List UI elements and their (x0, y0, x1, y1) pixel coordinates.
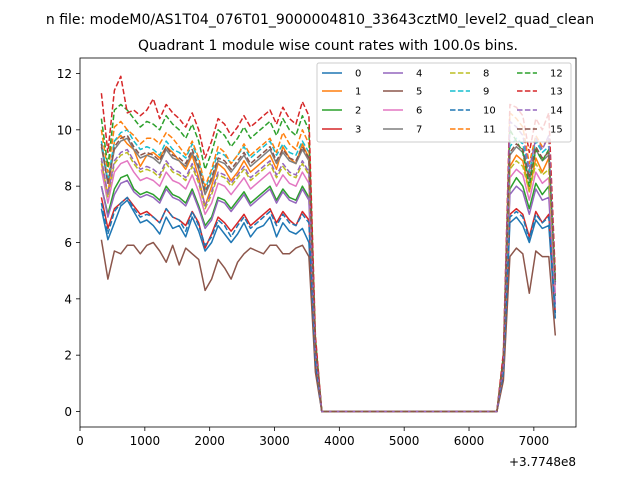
y-tick-label-0: 0 (64, 405, 72, 419)
y-tick-label-3: 6 (64, 236, 72, 250)
legend-label-15: 15 (550, 125, 563, 136)
legend-label-1: 1 (355, 87, 361, 98)
y-tick-label-5: 10 (57, 123, 72, 137)
legend-label-7: 7 (416, 125, 422, 136)
y-tick-label-2: 4 (64, 292, 72, 306)
legend-label-12: 12 (550, 69, 563, 80)
legend-label-14: 14 (550, 106, 563, 117)
x-tick-label-2: 2000 (194, 434, 225, 448)
legend-label-6: 6 (416, 106, 422, 117)
y-tick-label-4: 8 (64, 180, 72, 194)
legend-label-0: 0 (355, 69, 361, 80)
legend-box (316, 62, 572, 143)
y-axis: 0 2 4 6 8 10 12 (57, 67, 80, 419)
series-line-8 (100, 151, 557, 413)
legend-label-2: 2 (355, 106, 361, 117)
x-offset-label: +3.7748e8 (509, 455, 576, 469)
figure-title: n file: modeM0/AS1T04_076T01_9000004810_… (46, 12, 594, 28)
x-axis: 0 1000 2000 3000 4000 5000 6000 7000 (76, 427, 549, 448)
legend-label-8: 8 (483, 69, 489, 80)
legend-label-5: 5 (416, 87, 422, 98)
legend-label-4: 4 (416, 69, 422, 80)
x-tick-label-0: 0 (76, 434, 84, 448)
y-tick-label-1: 2 (64, 349, 72, 363)
x-tick-label-6: 6000 (454, 434, 485, 448)
legend-label-10: 10 (483, 106, 496, 117)
x-tick-label-3: 3000 (259, 434, 290, 448)
series-layer (100, 75, 557, 413)
x-tick-label-5: 5000 (389, 434, 420, 448)
legend-label-3: 3 (355, 125, 361, 136)
legend-label-13: 13 (550, 87, 563, 98)
legend-label-9: 9 (483, 87, 489, 98)
x-tick-label-1: 1000 (130, 434, 161, 448)
legend-label-11: 11 (483, 125, 496, 136)
x-tick-label-7: 7000 (519, 434, 550, 448)
x-tick-label-4: 4000 (324, 434, 355, 448)
chart-title: Quadrant 1 module wise count rates with … (138, 38, 518, 54)
series-line-15 (100, 134, 557, 413)
y-tick-label-6: 12 (57, 67, 72, 81)
